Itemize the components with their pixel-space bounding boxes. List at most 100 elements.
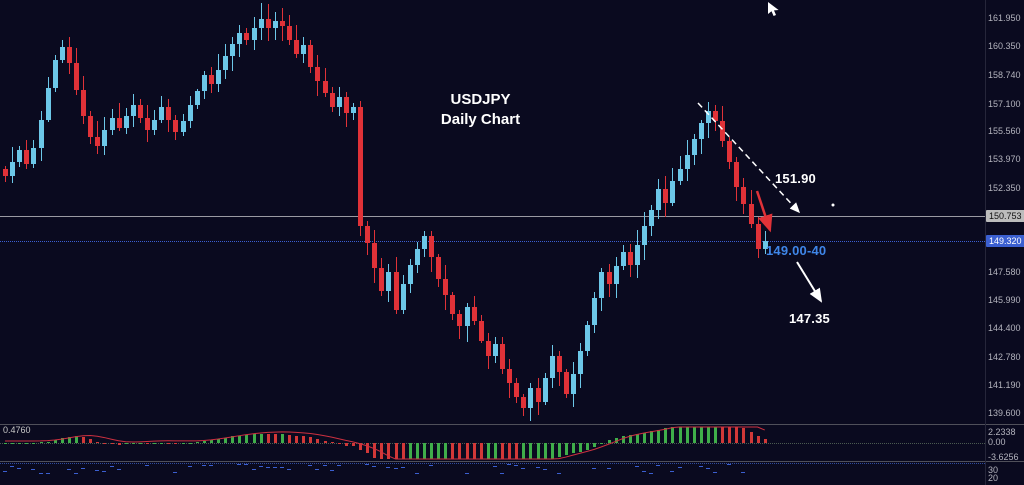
lower-indicator-dash <box>492 466 497 467</box>
candle <box>265 18 271 28</box>
candle <box>563 372 569 394</box>
candle <box>492 344 498 357</box>
bid-price-box: 149.320 <box>986 235 1024 248</box>
candle <box>237 33 243 44</box>
lower-indicator-dash <box>741 472 746 473</box>
lower-indicator-dash <box>556 473 561 474</box>
candle <box>244 33 250 41</box>
candle <box>613 266 619 284</box>
candle <box>145 117 150 131</box>
bid-price-line <box>0 241 985 243</box>
lower-indicator-dash <box>3 471 7 472</box>
lower-indicator-dash <box>677 467 682 468</box>
candle <box>457 314 463 327</box>
candle <box>38 119 44 148</box>
candle <box>45 87 51 120</box>
lower-indicator-dash <box>315 469 320 470</box>
candle <box>152 119 158 131</box>
lower-indicator-dash <box>116 469 121 470</box>
candle <box>592 298 598 325</box>
lower-indicator-dash <box>10 466 15 467</box>
lower-indicator-dash <box>265 467 270 468</box>
candle <box>350 107 356 113</box>
candle <box>386 271 392 292</box>
lower-indicator-dash <box>145 465 149 466</box>
candle <box>450 294 456 315</box>
candle <box>74 63 79 90</box>
axis-price-label: 160.350 <box>988 41 1021 52</box>
lower-indicator-dash <box>507 464 512 465</box>
candle <box>599 271 605 299</box>
candle <box>379 268 385 292</box>
lower-indicator-dash <box>535 467 540 468</box>
oscillator-scale-label: 0.00 <box>988 437 1006 447</box>
lower-indicator-dash <box>66 469 71 470</box>
candle <box>571 374 576 394</box>
lower-indicator-dash <box>592 468 597 469</box>
axis-price-label: 147.580 <box>988 266 1021 277</box>
candle <box>585 324 591 352</box>
candle <box>542 377 548 403</box>
lower-indicator-dash <box>102 471 107 472</box>
lower-indicator-dash <box>329 470 334 471</box>
candle <box>294 40 300 55</box>
axis-price-label: 141.190 <box>988 379 1021 390</box>
pane-separator-1[interactable] <box>0 424 1024 425</box>
lower-indicator-dash <box>514 465 519 466</box>
lower-indicator-dash <box>308 465 313 466</box>
level-price-box: 150.753 <box>986 209 1024 222</box>
candle <box>17 149 23 163</box>
lower-indicator-dash <box>173 472 178 473</box>
axis-price-label: 155.560 <box>988 125 1021 136</box>
lower-indicator-dash <box>74 473 78 474</box>
lower-indicator-dash <box>201 465 206 466</box>
candle <box>421 236 427 249</box>
candle <box>429 236 434 258</box>
oscillator-scale-label: -3.6256 <box>988 452 1019 462</box>
candle <box>159 107 165 120</box>
candle <box>173 119 179 132</box>
candle <box>336 96 342 108</box>
axis-price-label: 161.950 <box>988 13 1021 23</box>
candle <box>258 18 264 28</box>
candle <box>279 20 285 26</box>
candle <box>663 188 669 203</box>
candle <box>535 388 541 403</box>
candle <box>223 55 229 71</box>
candle <box>301 45 307 55</box>
horizontal-level-line[interactable] <box>0 215 985 217</box>
lower-indicator-dash <box>38 473 43 474</box>
lower-indicator-dash <box>272 467 277 468</box>
candle <box>748 204 754 224</box>
histogram-bar <box>763 438 767 443</box>
lower-indicator-dash <box>713 472 717 473</box>
lower-indicator-dash <box>464 473 469 474</box>
candle <box>365 225 371 244</box>
candle <box>407 264 413 284</box>
lower-pane-scale-label: 30 <box>988 465 999 475</box>
candle <box>102 130 108 147</box>
lower-indicator-dash <box>542 469 547 470</box>
candle <box>116 117 122 129</box>
candle <box>642 225 647 246</box>
lower-indicator-dash <box>642 471 646 472</box>
pane-separator-2[interactable] <box>0 461 1024 462</box>
lower-indicator-dash <box>279 467 284 468</box>
candle <box>251 27 257 41</box>
lower-indicator-dash <box>251 469 256 470</box>
lower-indicator-dash <box>634 466 639 467</box>
candle <box>528 388 534 408</box>
candle <box>670 181 676 203</box>
support-zone-annotation[interactable]: 149.00-40 <box>766 243 827 258</box>
candle <box>180 121 186 132</box>
candle <box>308 45 314 67</box>
candle <box>514 382 520 398</box>
lower-indicator-dash <box>95 470 100 471</box>
candle <box>358 107 363 226</box>
target-annotation[interactable]: 147.35 <box>789 311 830 326</box>
candle <box>478 321 484 341</box>
